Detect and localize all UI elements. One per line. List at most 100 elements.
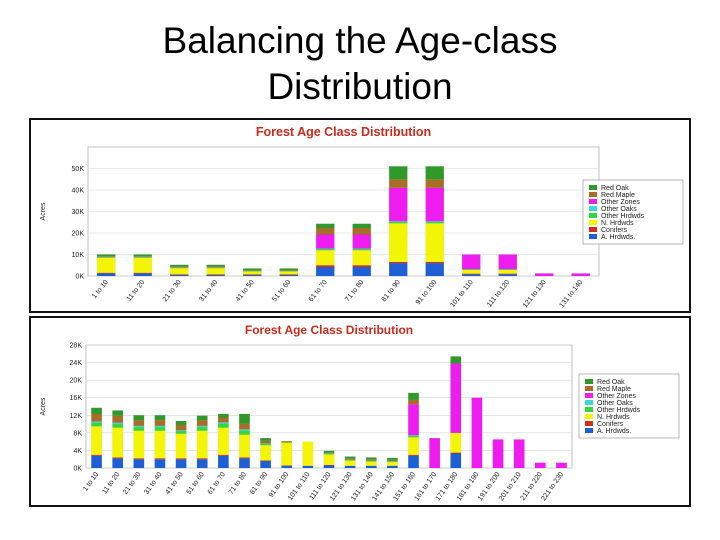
- bar-segment-n-hrdwds: [175, 433, 187, 459]
- bar-segment-other-hrdwds: [91, 422, 102, 427]
- bar-segment-red-maple: [352, 227, 372, 235]
- bar-segment-n-hrdwds: [425, 223, 445, 263]
- legend-swatch-other-oaks: [585, 400, 593, 405]
- bar-segment-other-hrdwds: [425, 221, 445, 224]
- legend-label-conifers: Conifers: [597, 421, 624, 428]
- x-tick-label: 71 to 80: [228, 471, 248, 496]
- x-tick-label: 61 to 70: [207, 471, 227, 496]
- bar-segment-red-maple: [344, 458, 356, 460]
- legend-swatch-red-oak: [585, 379, 593, 384]
- bar-segment-a-hrdwds: [344, 465, 356, 469]
- legend-label-other-hrdwds: Other Hrdwds: [601, 213, 645, 220]
- bar-segment-n-hrdwds: [242, 271, 262, 275]
- bar-segment-red-oak: [315, 223, 335, 229]
- bar-segment-other-zones: [471, 397, 483, 469]
- bar-segment-a-hrdwds: [450, 453, 462, 469]
- bar-segment-red-oak: [239, 413, 250, 424]
- bar-segment-other-oaks: [112, 422, 124, 425]
- x-tick-label: 41 to 50: [235, 279, 256, 303]
- x-tick-label: 21 to 30: [122, 471, 142, 496]
- x-tick-label: 111 to 120: [486, 279, 511, 309]
- bar-segment-red-oak: [281, 441, 293, 442]
- y-tick-label: 20K: [72, 231, 85, 238]
- bar-segment-red-oak: [175, 420, 187, 426]
- bar-segment-n-hrdwds: [96, 257, 116, 273]
- x-tick-label: 1 to 10: [82, 471, 100, 493]
- y-tick-label: 20K: [70, 378, 83, 385]
- legend-swatch-conifers: [585, 421, 593, 426]
- y-tick-label: 24K: [70, 360, 83, 367]
- bar-segment-n-hrdwds: [323, 454, 335, 466]
- bar-segment-red-maple: [196, 419, 208, 426]
- legend-label-other-oaks: Other Oaks: [597, 400, 633, 407]
- legend-swatch-n-hrdwds: [585, 414, 593, 419]
- bar-segment-a-hrdwds: [112, 458, 124, 469]
- legend-swatch-red-oak: [589, 185, 597, 190]
- slide-title: Balancing the Age-class Distribution: [0, 18, 720, 110]
- bar-segment-a-hrdwds: [302, 465, 314, 469]
- x-tick-label: 101 to 110: [449, 279, 475, 309]
- bar-segment-a-hrdwds: [133, 273, 153, 277]
- bar-segment-other-zones: [315, 234, 335, 249]
- x-tick-label: 31 to 40: [198, 279, 219, 303]
- bar-segment-n-hrdwds: [281, 442, 293, 466]
- bar-segment-other-oaks: [196, 425, 208, 428]
- y-tick-label: 28K: [70, 343, 83, 350]
- bar-segment-other-zones: [450, 363, 462, 434]
- y-axis-label: Acres: [40, 202, 47, 220]
- x-tick-label: 61 to 70: [308, 279, 329, 303]
- bar-segment-a-hrdwds: [133, 459, 145, 469]
- bar-segment-other-hrdwds: [112, 423, 124, 428]
- bar-segment-a-hrdwds: [386, 465, 398, 469]
- bar-segment-n-hrdwds: [133, 257, 153, 273]
- legend-swatch-a-hrdwds: [585, 428, 593, 433]
- bar-segment-other-zones: [513, 439, 525, 469]
- y-tick-label: 0K: [75, 274, 84, 281]
- legend-label-other-oaks: Other Oaks: [601, 206, 637, 213]
- bar-segment-other-hrdwds: [133, 426, 145, 431]
- legend-label-red-oak: Red Oak: [597, 379, 625, 386]
- bar-segment-n-hrdwds: [260, 445, 272, 461]
- bar-segment-a-hrdwds: [260, 460, 272, 469]
- bar-segment-a-hrdwds: [154, 459, 166, 469]
- bar-segment-other-zones: [352, 234, 372, 249]
- x-tick-label: 91 to 100: [415, 279, 439, 306]
- bar-segment-a-hrdwds: [352, 266, 372, 277]
- bar-segment-red-oak: [352, 223, 372, 229]
- bar-segment-red-maple: [315, 227, 335, 235]
- bar-segment-n-hrdwds: [388, 223, 408, 263]
- x-tick-label: 81 to 90: [381, 279, 402, 303]
- bar-segment-a-hrdwds: [498, 274, 518, 277]
- x-tick-label: 21 to 30: [162, 279, 183, 303]
- bar-segment-a-hrdwds: [425, 262, 445, 277]
- bar-segment-red-oak: [217, 413, 229, 418]
- bar-segment-red-oak: [112, 410, 124, 416]
- bar-segment-n-hrdwds: [302, 441, 314, 466]
- legend-label-conifers: Conifers: [601, 227, 628, 234]
- bar-segment-n-hrdwds: [91, 426, 102, 455]
- bar-segment-other-hrdwds: [239, 430, 250, 435]
- bar-segment-other-hrdwds: [217, 423, 229, 428]
- bar-segment-red-maple: [112, 415, 124, 423]
- bar-segment-red-oak: [133, 415, 145, 421]
- bar-segment-a-hrdwds: [96, 273, 116, 277]
- bar-segment-other-zones: [571, 273, 591, 277]
- bar-segment-a-hrdwds: [388, 262, 408, 277]
- bar-segment-a-hrdwds: [91, 455, 102, 469]
- bar-segment-other-zones: [534, 273, 554, 277]
- x-tick-label: 31 to 40: [143, 471, 163, 496]
- y-tick-label: 12K: [70, 413, 83, 420]
- y-tick-label: 16K: [70, 395, 83, 402]
- bar-segment-other-hrdwds: [154, 426, 166, 431]
- slide-title-line-2: Distribution: [267, 66, 453, 107]
- bar-segment-red-oak: [133, 254, 153, 257]
- bar-segment-red-maple: [154, 419, 166, 426]
- bar-segment-red-oak: [242, 268, 262, 271]
- legend-label-red-oak: Red Oak: [601, 185, 629, 192]
- legend-label-a-hrdwds: A. Hrdwds.: [601, 234, 635, 241]
- bar-segment-red-maple: [169, 266, 189, 268]
- bar-segment-conifers: [315, 265, 335, 268]
- bar-segment-other-oaks: [386, 460, 398, 462]
- bar-segment-red-oak: [408, 392, 419, 401]
